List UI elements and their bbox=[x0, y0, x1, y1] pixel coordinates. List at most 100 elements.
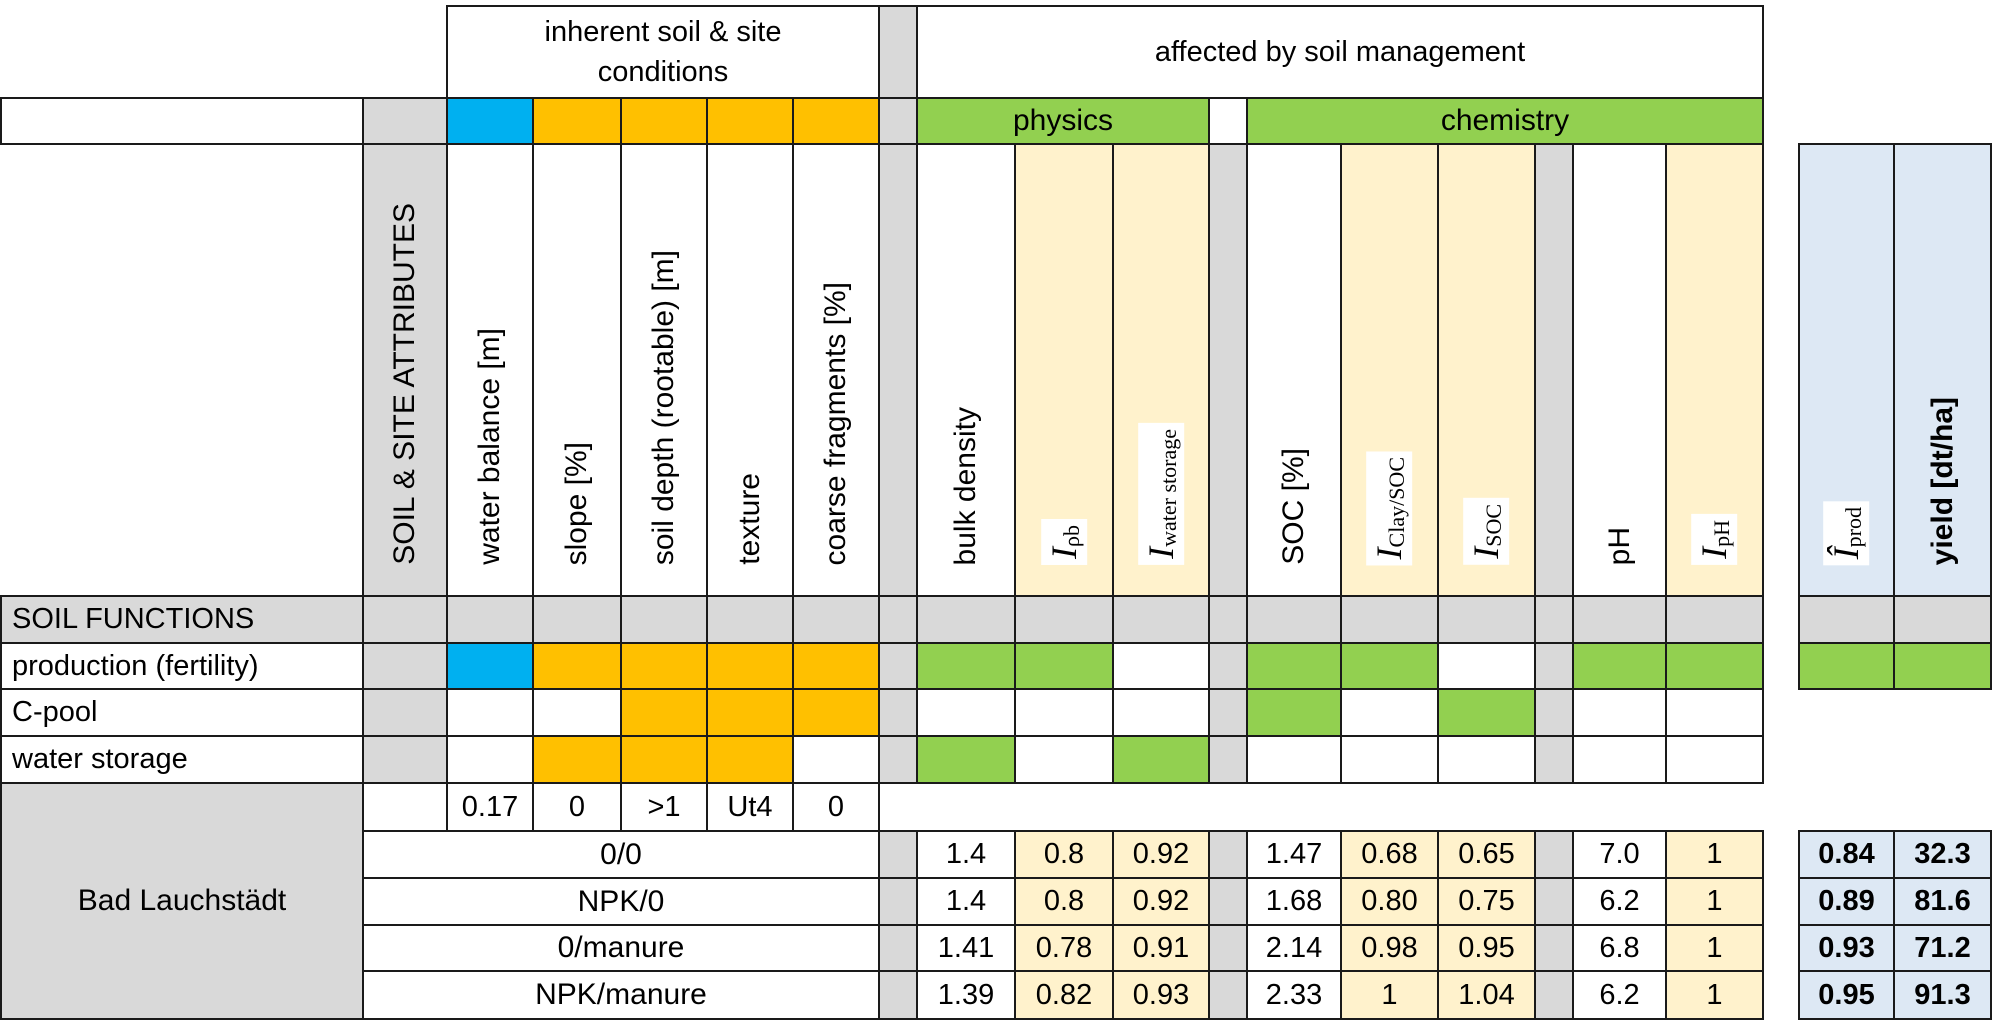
i-rho-b-value: 0.78 bbox=[1035, 931, 1093, 964]
separator-cell bbox=[1534, 970, 1574, 1020]
relevance-cell bbox=[1437, 735, 1536, 784]
value-i-ph: 1 bbox=[1665, 830, 1764, 879]
soil-functions-header-cell bbox=[706, 595, 794, 644]
col-ph-label: pH bbox=[1602, 526, 1636, 565]
inherent-value-cell: Ut4 bbox=[706, 782, 794, 832]
treatment-name-cell: NPK/manure bbox=[362, 970, 880, 1020]
soil-functions-header-cell bbox=[792, 595, 880, 644]
separator-cell bbox=[878, 970, 918, 1020]
soc-value: 2.33 bbox=[1265, 978, 1323, 1011]
separator-cell bbox=[1208, 830, 1248, 879]
treatment-name-cell: 0/manure bbox=[362, 924, 880, 972]
relevance-cell bbox=[446, 642, 534, 690]
value-i-soc: 1.04 bbox=[1437, 970, 1536, 1020]
subgroup-chemistry-label: chemistry bbox=[1440, 104, 1570, 137]
relevance-cell bbox=[1437, 688, 1536, 737]
value-i-ph: 1 bbox=[1665, 924, 1764, 972]
soil-functions-header-cell bbox=[1893, 595, 1992, 644]
soil-functions-header-cell bbox=[1534, 595, 1574, 644]
soil-functions-header-cell bbox=[1437, 595, 1536, 644]
yield-value: 32.3 bbox=[1914, 838, 1971, 870]
separator-cell bbox=[1208, 642, 1248, 690]
relevance-cell bbox=[706, 642, 794, 690]
value-i-prod: 0.95 bbox=[1798, 970, 1895, 1020]
i-water-storage-value: 0.92 bbox=[1132, 885, 1190, 917]
relevance-cell bbox=[1340, 642, 1439, 690]
value-soc: 1.68 bbox=[1246, 877, 1342, 926]
inherent-value: >1 bbox=[647, 790, 681, 823]
i-clay-soc-value: 1 bbox=[1381, 978, 1398, 1011]
col-i-prod-label-subscript: prod bbox=[1841, 506, 1867, 547]
i-prod-value: 0.95 bbox=[1818, 978, 1875, 1011]
col-i-prod-label-symbol: Î bbox=[1826, 547, 1867, 559]
separator-cell bbox=[1534, 642, 1574, 690]
i-ph-value: 1 bbox=[1706, 885, 1723, 917]
inherent-value-cell: 0 bbox=[532, 782, 622, 832]
soil-functions-header-cell bbox=[916, 595, 1016, 644]
ph-value: 6.8 bbox=[1599, 931, 1640, 964]
relevance-cell bbox=[1014, 642, 1114, 690]
color-key-inherent bbox=[706, 97, 794, 145]
separator-cell bbox=[878, 735, 918, 784]
col-yield-label: yield [dt/ha] bbox=[1925, 396, 1959, 565]
blank-cell bbox=[0, 97, 364, 145]
site-name-cell: Bad Lauchstädt bbox=[0, 782, 364, 1020]
bulk-density-value: 1.4 bbox=[945, 885, 987, 917]
value-i-clay-soc: 0.98 bbox=[1340, 924, 1439, 972]
col-i-ph-label-subscript: pH bbox=[1709, 520, 1735, 547]
separator-cell bbox=[1534, 143, 1574, 597]
value-ph: 6.2 bbox=[1572, 970, 1667, 1020]
relevance-cell bbox=[1572, 642, 1667, 690]
soil-functions-header-cell bbox=[362, 595, 448, 644]
separator-cell bbox=[1208, 688, 1248, 737]
col-i-rho-b-label-subscript: ρb bbox=[1059, 525, 1085, 547]
treatment-name: 0/0 bbox=[600, 837, 642, 871]
value-i-ph: 1 bbox=[1665, 877, 1764, 926]
treatment-name: 0/manure bbox=[557, 931, 685, 964]
inherent-value-cell: >1 bbox=[620, 782, 708, 832]
value-i-prod: 0.93 bbox=[1798, 924, 1895, 972]
relevance-cell bbox=[1340, 735, 1439, 784]
inherent-value: 0 bbox=[827, 790, 845, 823]
bulk-density-value: 1.4 bbox=[945, 838, 987, 870]
relevance-cell bbox=[916, 642, 1016, 690]
separator-cell bbox=[1534, 877, 1574, 926]
i-water-storage-value: 0.92 bbox=[1132, 838, 1190, 870]
separator-cell bbox=[362, 688, 448, 737]
relevance-cell bbox=[792, 642, 880, 690]
i-rho-b-value: 0.82 bbox=[1035, 978, 1093, 1011]
soil-function-row-label: C-pool bbox=[0, 688, 364, 737]
value-yield: 91.3 bbox=[1893, 970, 1992, 1020]
separator-cell bbox=[878, 97, 918, 145]
inherent-value-cell: 0.17 bbox=[446, 782, 534, 832]
value-i-rho-b: 0.78 bbox=[1014, 924, 1114, 972]
i-rho-b-value: 0.8 bbox=[1043, 885, 1085, 917]
group-header-inherent-label: inherent soil & site conditions bbox=[544, 16, 782, 88]
i-soc-value: 0.65 bbox=[1458, 838, 1515, 870]
relevance-cell bbox=[1572, 688, 1667, 737]
i-soc-value: 0.95 bbox=[1458, 931, 1515, 964]
value-i-rho-b: 0.8 bbox=[1014, 830, 1114, 879]
relevance-cell bbox=[706, 735, 794, 784]
separator-cell bbox=[1208, 735, 1248, 784]
value-i-ph: 1 bbox=[1665, 970, 1764, 1020]
col-yield: yield [dt/ha] bbox=[1893, 143, 1992, 597]
value-i-soc: 0.65 bbox=[1437, 830, 1536, 879]
soil-functions-header-cell bbox=[620, 595, 708, 644]
i-prod-value: 0.93 bbox=[1818, 931, 1875, 964]
soil-function-name: C-pool bbox=[12, 696, 98, 728]
relevance-cell bbox=[1246, 735, 1342, 784]
separator-cell bbox=[1534, 735, 1574, 784]
soc-value: 1.68 bbox=[1265, 885, 1323, 917]
separator-cell bbox=[878, 688, 918, 737]
relevance-cell bbox=[1893, 642, 1992, 690]
col-coarse-fragments-label: coarse fragments [%] bbox=[819, 281, 852, 565]
value-i-clay-soc: 0.80 bbox=[1340, 877, 1439, 926]
relevance-cell bbox=[620, 735, 708, 784]
subgroup-physics: physics bbox=[916, 97, 1210, 145]
separator-cell bbox=[1534, 688, 1574, 737]
relevance-cell bbox=[1014, 688, 1114, 737]
yield-value: 81.6 bbox=[1914, 885, 1971, 917]
col-texture-label: texture bbox=[733, 473, 766, 565]
bulk-density-value: 1.41 bbox=[937, 931, 995, 964]
